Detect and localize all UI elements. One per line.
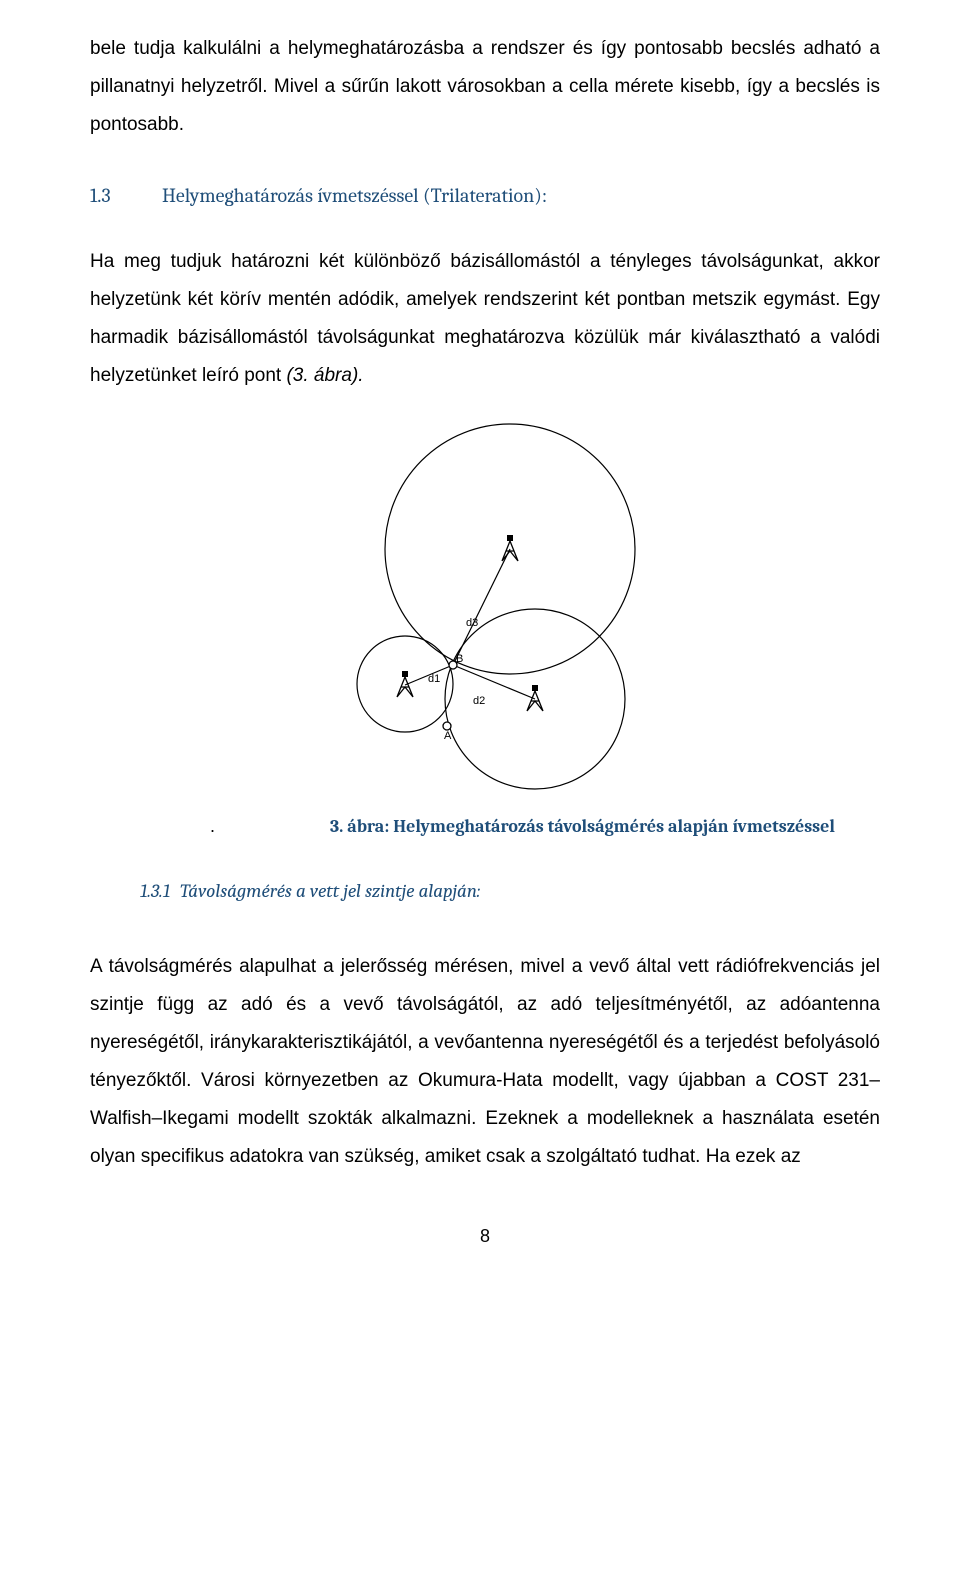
- subsection-heading-1-3-1: 1.3.1 Távolságmérés a vett jel szintje a…: [90, 880, 880, 902]
- para-text: Ha meg tudjuk határozni két különböző bá…: [90, 251, 880, 386]
- svg-text:d3: d3: [466, 617, 478, 629]
- subsection-number: 1.3.1: [90, 880, 180, 902]
- figure-caption-row: . 3. ábra: Helymeghatározás távolságméré…: [210, 814, 880, 840]
- subsection-title: Távolságmérés a vett jel szintje alapján…: [180, 880, 480, 902]
- section-title: Helymeghatározás ívmetszéssel (Trilatera…: [162, 184, 547, 207]
- section-number: 1.3: [90, 184, 162, 207]
- svg-text:d2: d2: [473, 695, 485, 707]
- caption-dot: .: [210, 814, 330, 839]
- section-paragraph: Ha meg tudjuk határozni két különböző bá…: [90, 243, 880, 395]
- intro-paragraph: bele tudja kalkulálni a helymeghatározás…: [90, 30, 880, 144]
- page-number: 8: [90, 1226, 880, 1247]
- svg-text:d1: d1: [428, 673, 440, 685]
- svg-text:A: A: [444, 730, 452, 742]
- trilateration-diagram-svg: d3 d1 d2 B A: [270, 419, 670, 799]
- section-heading-1-3: 1.3 Helymeghatározás ívmetszéssel (Trila…: [90, 184, 880, 207]
- subsection-paragraph: A távolságmérés alapulhat a jelerősség m…: [90, 948, 880, 1176]
- figure-caption: 3. ábra: Helymeghatározás távolságmérés …: [330, 814, 835, 840]
- figure-reference: (3. ábra).: [286, 365, 363, 386]
- trilateration-figure: d3 d1 d2 B A: [270, 419, 670, 804]
- svg-text:B: B: [456, 653, 463, 665]
